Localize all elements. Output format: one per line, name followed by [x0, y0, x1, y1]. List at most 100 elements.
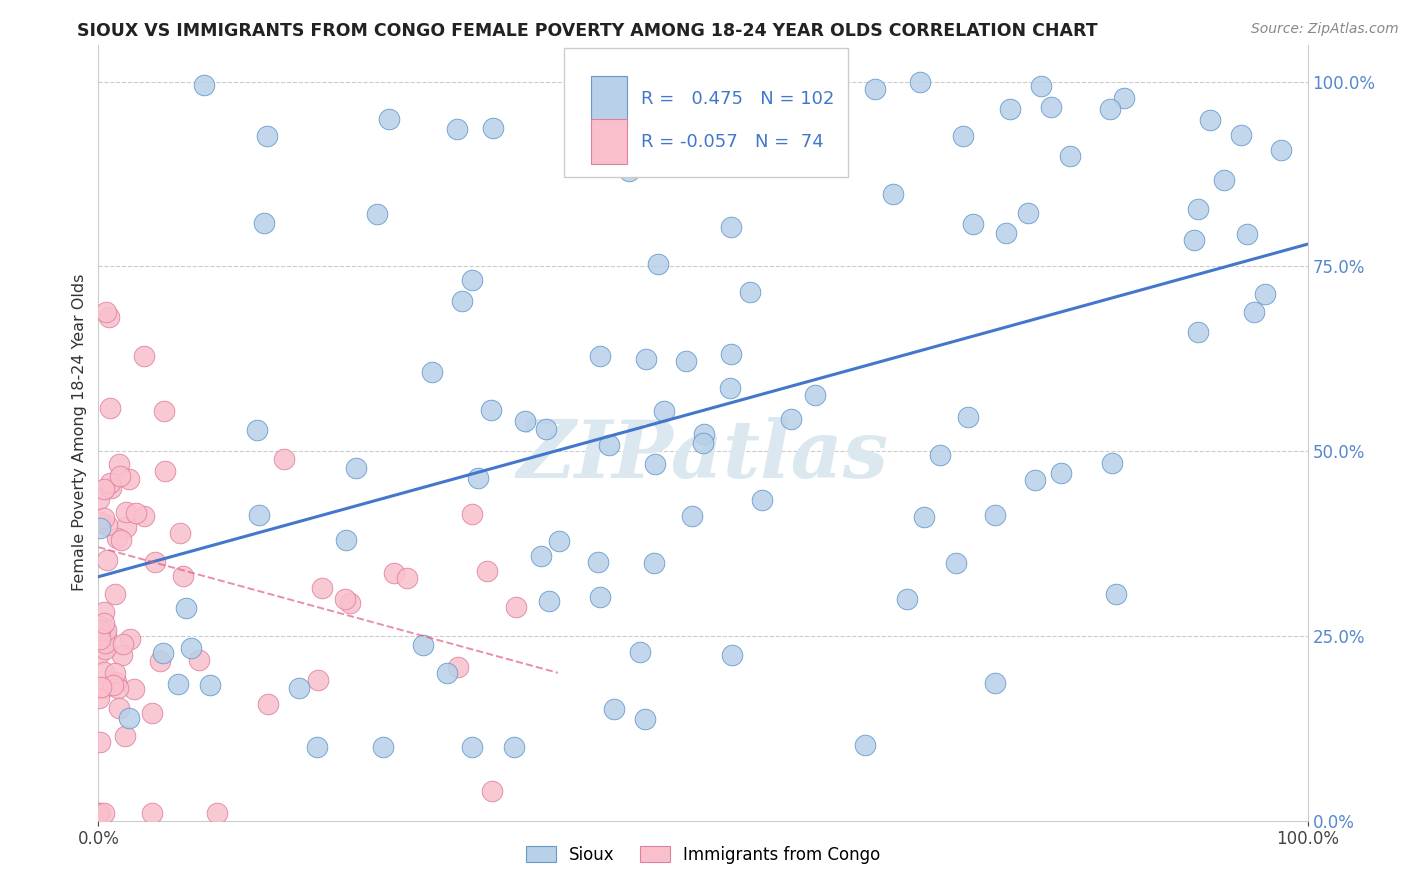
Point	[94, 636, 117, 650]
Point	[101, 678, 124, 692]
Text: SIOUX VS IMMIGRANTS FROM CONGO FEMALE POVERTY AMONG 18-24 YEAR OLDS CORRELATION : SIOUX VS IMMIGRANTS FROM CONGO FEMALE PO…	[77, 22, 1098, 40]
Point	[125, 506, 148, 520]
Point	[93, 605, 115, 619]
Point	[249, 508, 271, 522]
Point	[287, 681, 309, 696]
Point	[882, 186, 904, 201]
Point	[681, 508, 703, 523]
Point	[107, 681, 129, 696]
Point	[984, 508, 1007, 522]
Point	[87, 690, 110, 705]
Point	[333, 592, 356, 607]
Y-axis label: Female Poverty Among 18-24 Year Olds: Female Poverty Among 18-24 Year Olds	[72, 274, 87, 591]
Point	[104, 665, 127, 680]
Point	[346, 460, 368, 475]
Point	[475, 565, 498, 579]
Point	[110, 533, 132, 547]
Point	[96, 305, 118, 319]
FancyBboxPatch shape	[564, 48, 848, 177]
Point	[93, 482, 115, 496]
Point	[747, 128, 769, 143]
Point	[628, 644, 651, 658]
Point	[305, 739, 328, 754]
Point	[141, 706, 163, 721]
Point	[273, 451, 295, 466]
Point	[207, 806, 229, 821]
Point	[665, 109, 688, 123]
Point	[912, 510, 935, 524]
Point	[929, 448, 952, 462]
Legend: Sioux, Immigrants from Congo: Sioux, Immigrants from Congo	[519, 839, 887, 871]
Point	[167, 677, 190, 691]
Point	[1230, 128, 1253, 143]
Point	[1187, 325, 1209, 339]
Point	[1017, 206, 1039, 220]
Point	[193, 78, 215, 93]
Point	[548, 534, 571, 549]
Point	[89, 806, 111, 821]
Point	[105, 531, 128, 545]
Point	[118, 472, 141, 486]
Point	[122, 681, 145, 696]
Point	[598, 438, 620, 452]
Point	[720, 220, 742, 235]
Point	[371, 739, 394, 754]
Point	[96, 628, 118, 642]
Point	[311, 582, 333, 596]
Point	[738, 285, 761, 300]
Point	[93, 806, 115, 821]
Point	[256, 129, 278, 144]
Point	[675, 354, 697, 368]
Point	[741, 130, 763, 145]
Point	[692, 436, 714, 450]
Point	[1114, 91, 1136, 105]
Point	[246, 423, 269, 437]
Point	[90, 680, 112, 694]
Point	[945, 556, 967, 570]
Point	[307, 673, 329, 687]
Point	[339, 596, 361, 610]
Point	[100, 482, 122, 496]
Point	[721, 648, 744, 662]
Point	[1099, 102, 1122, 116]
Point	[98, 401, 121, 416]
Point	[93, 616, 115, 631]
Point	[143, 555, 166, 569]
Point	[589, 349, 612, 363]
Point	[467, 471, 489, 485]
Point	[114, 729, 136, 743]
Point	[461, 739, 484, 754]
Point	[799, 107, 821, 121]
Point	[152, 404, 174, 418]
Point	[983, 676, 1005, 690]
Point	[93, 665, 115, 680]
Point	[378, 112, 401, 126]
Point	[1187, 202, 1209, 216]
Point	[436, 666, 458, 681]
Point	[87, 491, 110, 506]
Point	[643, 556, 665, 570]
Point	[96, 553, 118, 567]
Point	[505, 600, 527, 615]
Point	[502, 739, 524, 754]
Point	[105, 675, 128, 690]
Point	[89, 521, 111, 535]
Point	[412, 638, 434, 652]
Point	[908, 74, 931, 88]
Point	[952, 128, 974, 143]
Point	[634, 352, 657, 367]
Point	[998, 103, 1021, 117]
Point	[603, 702, 626, 716]
Point	[420, 365, 443, 379]
Point	[1213, 172, 1236, 186]
Point	[114, 505, 136, 519]
Point	[180, 640, 202, 655]
Point	[1254, 286, 1277, 301]
Point	[1050, 466, 1073, 480]
Point	[253, 216, 276, 230]
Point	[644, 458, 666, 472]
Point	[450, 293, 472, 308]
Point	[152, 646, 174, 660]
Point	[1270, 144, 1292, 158]
Point	[132, 349, 155, 363]
